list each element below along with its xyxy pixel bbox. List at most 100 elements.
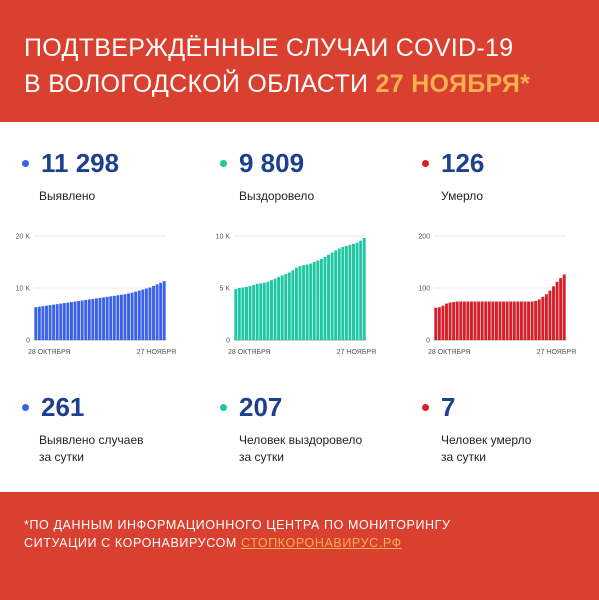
bar [91,298,95,340]
footer: *ПО ДАННЫМ ИНФОРМАЦИОННОГО ЦЕНТРА ПО МОН… [0,492,599,600]
bar [298,266,302,340]
bar [234,289,238,340]
bar [237,288,241,340]
title-line1: ПОДТВЕРЖДЁННЫЕ СЛУЧАИ COVID-19 [24,34,514,62]
bar [87,299,91,340]
bar [148,287,152,340]
bar [330,252,334,340]
bar [112,295,116,340]
bar [98,297,102,340]
stat-died: 126 Умерло [422,148,484,205]
detected-dot-icon [22,159,29,167]
bar [319,258,323,340]
daily-died-label1: Человек умерло [441,433,532,447]
bar [541,296,545,340]
y-tick-label: 100 [418,286,430,293]
recovered-label: Выздоровело [239,189,315,203]
bar [337,248,341,340]
bar [287,272,291,340]
bar [137,290,141,340]
bar [309,263,313,340]
bar [498,301,502,340]
y-tick-label: 10 K [16,286,31,293]
bar [34,307,38,340]
bar [280,275,284,340]
bar [312,262,316,340]
y-tick-label: 0 [26,338,30,345]
daily-detected-label1: Выявлено случаев [39,433,144,447]
bar [52,304,56,340]
y-tick-label: 0 [426,338,430,345]
y-tick-label: 0 [226,338,230,345]
bar [502,301,506,340]
daily-died: 7 Человек умерло за сутки [422,392,531,466]
bar [141,289,145,340]
bar [530,301,534,340]
bar [80,300,84,340]
bar [266,281,270,340]
bar [544,294,548,340]
chart-died: 0 100 200 28 ОКТЯБРЯ 27 НОЯБРЯ [408,228,588,360]
detected-value: 11 298 [41,148,120,178]
bar [448,302,452,340]
bar [130,292,134,340]
bar [348,244,352,340]
daily-recovered-dot-icon [220,403,227,411]
y-tick-label: 20 K [16,234,31,241]
daily-recovered: 207 Человек выздоровело за сутки [220,392,362,466]
bar [245,286,248,340]
source-note: *ПО ДАННЫМ ИНФОРМАЦИОННОГО ЦЕНТРА ПО МОН… [24,516,451,552]
bar [341,246,345,340]
daily-died-dot-icon [422,403,429,411]
bar [291,270,295,340]
bar [462,301,466,340]
bar [259,283,263,340]
daily-recovered-value: 207 [239,392,283,422]
x-tick-label-end: 27 НОЯБРЯ [537,349,576,356]
y-tick-label: 200 [418,234,430,241]
daily-recovered-label: Человек выздоровело за сутки [239,432,362,466]
bar [62,303,66,340]
bar [284,273,288,340]
bar [123,294,127,340]
stat-recovered: 9 809 Выздоровело [220,148,314,205]
bar [277,277,281,340]
bar [316,260,320,340]
bar [305,264,309,340]
x-tick-label-start: 28 ОКТЯБРЯ [228,349,271,356]
x-tick-label-start: 28 ОКТЯБРЯ [28,349,71,356]
bar [359,240,363,340]
chart-recovered: 0 5 K 10 K 28 ОКТЯБРЯ 27 НОЯБРЯ [208,228,378,360]
bar [344,245,348,340]
bar [48,305,52,340]
chart-recovered-svg: 0 5 K 10 K 28 ОКТЯБРЯ 27 НОЯБРЯ [216,234,376,357]
bar [102,297,106,340]
daily-recovered-label1: Человек выздоровело [239,433,363,447]
bar [494,301,498,340]
bar [445,303,448,340]
daily-detected-value: 261 [41,392,85,422]
bar [134,291,138,340]
bar [516,301,520,340]
daily-died-label: Человек умерло за сутки [441,432,531,466]
bar [562,274,566,340]
daily-detected-label: Выявлено случаев за сутки [39,432,144,466]
y-tick-label: 10 K [216,234,231,241]
source-link[interactable]: СТОПКОРОНАВИРУС.РФ [240,536,402,550]
recovered-dot-icon [220,159,227,167]
bar [109,296,113,340]
stat-detected: 11 298 Выявлено [22,148,119,205]
bar [484,301,488,340]
header: ПОДТВЕРЖДЁННЫЕ СЛУЧАИ COVID-19 В ВОЛОГОД… [0,0,599,122]
bar [94,298,98,340]
bar [162,281,166,340]
bar [452,302,456,340]
bar [352,243,355,340]
bar [302,265,306,340]
bar [477,301,481,340]
bar [509,301,513,340]
bar [552,286,555,340]
bar [466,301,470,340]
bar [241,287,245,340]
detected-label: Выявлено [39,189,96,203]
